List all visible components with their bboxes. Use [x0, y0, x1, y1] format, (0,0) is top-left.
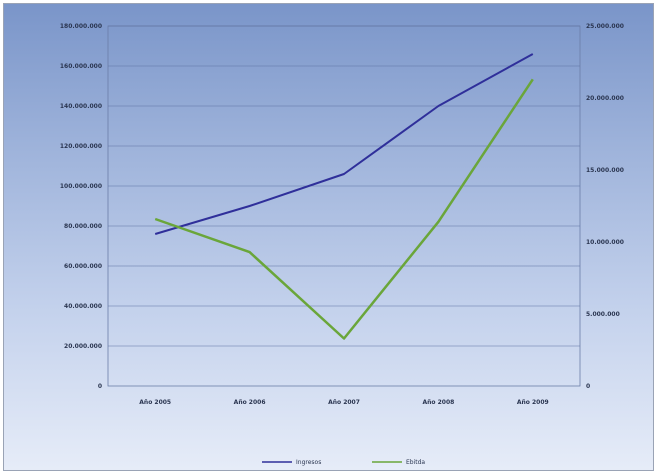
x-tick-label: Año 2005 [139, 399, 171, 406]
x-tick-label: Año 2009 [517, 399, 549, 406]
right-tick-label: 10.000.000 [586, 239, 624, 246]
right-tick-label: 0 [586, 383, 590, 390]
chart-frame: 0 20.000.000 40.000.000 60.000.000 80.000.00… [3, 3, 654, 471]
x-tick-label: Año 2006 [234, 399, 266, 406]
left-tick-label: 80.000.000 [64, 223, 102, 230]
right-tick-label: 15.000.000 [586, 167, 624, 174]
legend-label-ebitda: Ebitda [406, 459, 425, 466]
left-tick-label: 140.000.000 [60, 103, 102, 110]
left-tick-label: 40.000.000 [64, 303, 102, 310]
left-tick-label: 120.000.000 [60, 143, 102, 150]
left-tick-label: 60.000.000 [64, 263, 102, 270]
series-line-ebitda [154, 78, 534, 340]
series-lines [154, 53, 534, 340]
right-tick-label: 5.000.000 [586, 311, 620, 318]
left-tick-label: 20.000.000 [64, 343, 102, 350]
left-tick-label: 160.000.000 [60, 63, 102, 70]
legend-label-ingresos: Ingresos [296, 459, 321, 466]
left-tick-label: 100.000.000 [60, 183, 102, 190]
left-tick-label: 0 [98, 383, 102, 390]
legend: Ingresos Ebitda [262, 459, 425, 466]
right-tick-label: 20.000.000 [586, 95, 624, 102]
x-axis-ticks: Año 2005 Año 2006 Año 2007 Año 2008 Año 2009 [139, 399, 548, 406]
line-chart: 0 20.000.000 40.000.000 60.000.000 80.000.00… [60, 23, 624, 466]
right-axis-ticks: 0 5.000.000 10.000.000 15.000.000 20.000.000… [586, 23, 624, 390]
x-tick-label: Año 2007 [328, 399, 360, 406]
right-tick-label: 25.000.000 [586, 23, 624, 30]
left-tick-label: 180.000.000 [60, 23, 102, 30]
left-axis-ticks: 0 20.000.000 40.000.000 60.000.000 80.000.00… [60, 23, 102, 390]
gridlines [108, 25, 580, 347]
plot-area [107, 25, 581, 387]
series-line-ingresos [154, 53, 534, 235]
x-tick-label: Año 2008 [422, 399, 454, 406]
